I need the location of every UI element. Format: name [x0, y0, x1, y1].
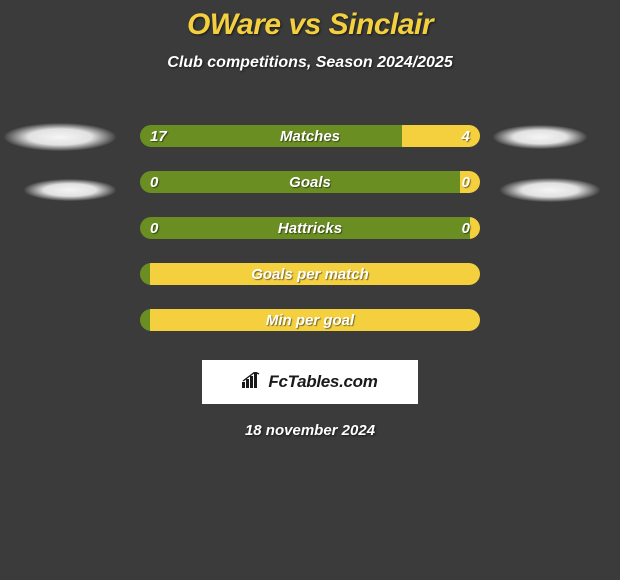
stat-row: Goals per match	[0, 250, 620, 296]
date-text: 18 november 2024	[0, 422, 620, 439]
stat-seg-left: 0	[140, 217, 470, 239]
stat-value-left: 0	[150, 174, 158, 191]
stat-seg-right	[150, 309, 480, 331]
logo-box: FcTables.com	[202, 360, 418, 404]
stat-seg-left	[140, 263, 150, 285]
stat-seg-right	[150, 263, 480, 285]
player-shadow	[493, 125, 587, 149]
player-shadow	[4, 123, 116, 151]
player-shadow	[24, 179, 116, 201]
stat-bar	[140, 309, 480, 331]
stat-row: Min per goal	[0, 296, 620, 342]
chart-icon	[242, 372, 262, 393]
stat-value-right: 0	[462, 220, 470, 237]
stat-bar: 00	[140, 171, 480, 193]
stat-seg-right: 0	[470, 217, 480, 239]
page-title: OWare vs Sinclair	[0, 0, 620, 42]
stat-seg-left	[140, 309, 150, 331]
stat-seg-right: 0	[460, 171, 480, 193]
stat-value-left: 0	[150, 220, 158, 237]
player-shadow	[500, 178, 600, 202]
stat-seg-right: 4	[402, 125, 480, 147]
stat-bar: 00	[140, 217, 480, 239]
stat-row: 00Hattricks	[0, 204, 620, 250]
stat-value-right: 4	[462, 128, 470, 145]
stat-bar: 17 4	[140, 125, 480, 147]
stat-seg-left: 0	[140, 171, 460, 193]
stat-value-left: 17	[150, 128, 167, 145]
stat-seg-left: 17	[140, 125, 402, 147]
subtitle: Club competitions, Season 2024/2025	[0, 54, 620, 72]
logo-text: FcTables.com	[268, 372, 377, 392]
stat-value-right: 0	[462, 174, 470, 191]
stat-bar	[140, 263, 480, 285]
